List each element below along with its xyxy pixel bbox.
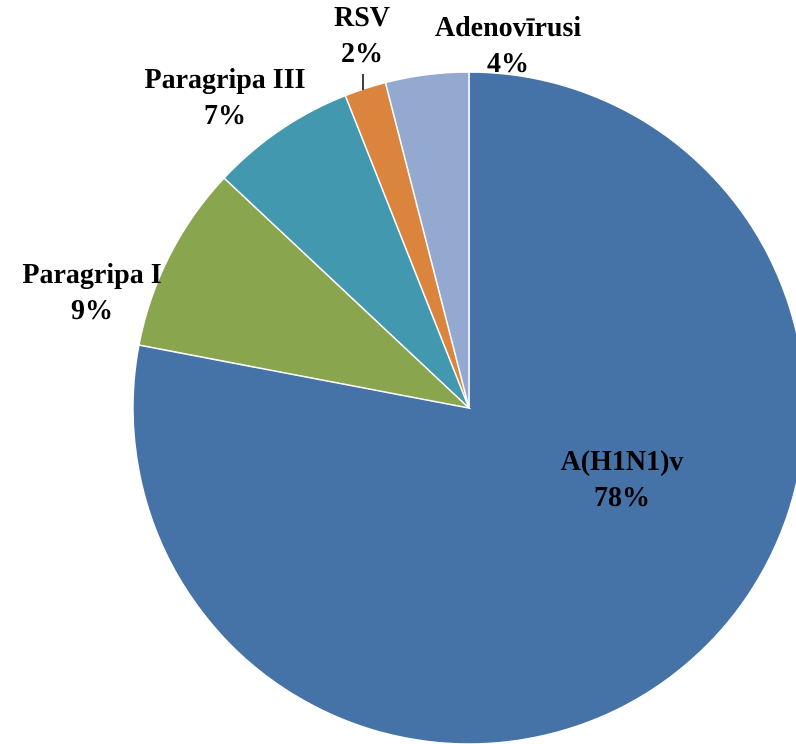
category-label: RSV xyxy=(333,2,390,33)
pie-slice xyxy=(132,71,796,744)
value-label: 4% xyxy=(487,48,529,79)
pie-slice xyxy=(384,71,470,409)
slice-label: Paragripa III 7% xyxy=(140,62,310,134)
pie-slice xyxy=(138,176,472,410)
value-label: 7% xyxy=(204,100,246,131)
value-label: 9% xyxy=(71,295,113,326)
slice-label: Adenovīrusi 4% xyxy=(408,10,608,82)
slice-label: A(H1N1)v 78% xyxy=(522,444,722,516)
category-label: Adenovīrusi xyxy=(434,12,582,43)
category-label: A(H1N1)v xyxy=(560,446,684,477)
value-label: 2% xyxy=(341,38,383,69)
slice-label: RSV 2% xyxy=(322,0,402,72)
pie-slice xyxy=(223,94,470,409)
value-label: 78% xyxy=(594,482,650,513)
category-label: Paragripa III xyxy=(144,64,306,95)
slice-label: Paragripa I 9% xyxy=(0,257,192,329)
category-label: Paragripa I xyxy=(22,259,162,290)
